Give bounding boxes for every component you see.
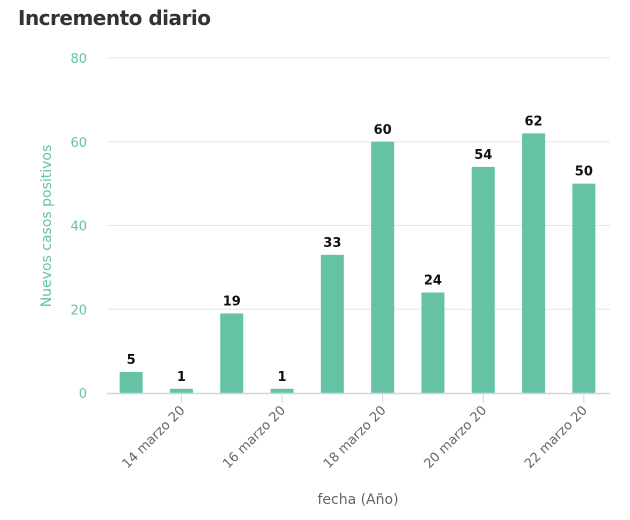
chart-title: Incremento diario — [18, 6, 211, 30]
y-tick-label: 40 — [70, 220, 87, 235]
bar — [371, 141, 395, 393]
data-label: 54 — [474, 148, 492, 163]
y-axis-title: Nuevos casos positivos — [39, 145, 55, 308]
bar — [471, 166, 495, 393]
x-axis-title: fecha (Año) — [317, 492, 398, 508]
y-tick-label: 80 — [70, 52, 87, 67]
data-label: 1 — [278, 370, 287, 385]
x-tick-label: 16 marzo 20 — [220, 403, 289, 472]
data-label: 62 — [525, 114, 543, 129]
bar — [119, 372, 143, 393]
bar — [421, 292, 445, 393]
bar — [220, 313, 244, 393]
data-label: 1 — [177, 370, 186, 385]
data-label: 60 — [374, 123, 392, 138]
y-tick-label: 0 — [79, 387, 87, 402]
x-tick-label: 22 marzo 20 — [522, 403, 591, 472]
y-tick-label: 60 — [70, 136, 87, 151]
bar — [572, 183, 596, 393]
bar — [320, 254, 344, 393]
data-label: 19 — [223, 294, 241, 309]
data-label: 24 — [424, 274, 442, 289]
data-label: 50 — [575, 165, 593, 180]
bar — [270, 388, 294, 393]
x-tick-label: 14 marzo 20 — [120, 403, 189, 472]
x-tick-label: 18 marzo 20 — [321, 403, 390, 472]
bar — [169, 388, 193, 393]
data-label: 5 — [127, 353, 136, 368]
y-tick-label: 20 — [70, 303, 87, 318]
data-label: 33 — [323, 236, 341, 251]
bar — [522, 133, 546, 393]
x-tick-label: 20 marzo 20 — [421, 403, 490, 472]
